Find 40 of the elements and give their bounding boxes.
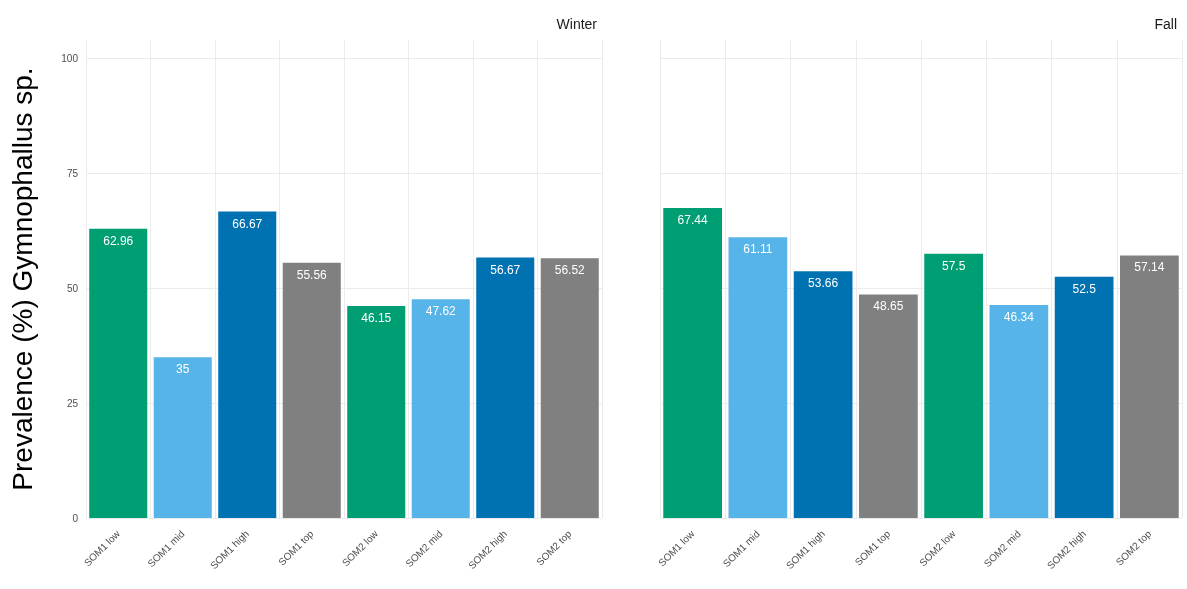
data-label: 62.96 — [103, 233, 134, 248]
bar — [347, 305, 406, 518]
y-tick-label: 50 — [66, 282, 79, 294]
data-label: 66.67 — [232, 216, 263, 231]
chart-title: Winter — [556, 16, 598, 32]
bar — [89, 228, 148, 518]
y-tick-label: 75 — [66, 167, 79, 179]
y-tick-label: 25 — [66, 397, 79, 409]
data-label: 35 — [176, 362, 190, 377]
chart-title: Fall — [1154, 16, 1177, 32]
data-label: 56.52 — [554, 263, 586, 278]
bar — [476, 257, 535, 518]
data-label: 48.65 — [873, 299, 904, 314]
data-label: 57.14 — [1134, 260, 1165, 275]
bar — [989, 305, 1049, 518]
data-label: 67.44 — [677, 213, 708, 228]
bar — [218, 211, 277, 518]
bar — [282, 262, 341, 518]
bar — [1120, 255, 1179, 518]
bar — [728, 237, 788, 518]
bar — [859, 294, 918, 518]
data-label: 57.5 — [941, 258, 966, 273]
data-label: 56.67 — [490, 262, 521, 277]
y-axis-title: Prevalence (%) Gymnophallus sp. — [6, 67, 38, 491]
data-label: 53.66 — [808, 276, 839, 291]
y-tick-label: 100 — [61, 52, 79, 64]
data-label: 52.5 — [1072, 281, 1097, 296]
data-label: 47.62 — [425, 304, 457, 319]
y-tick-label: 0 — [72, 512, 79, 524]
bar — [663, 208, 722, 518]
bar — [924, 253, 983, 518]
bar — [793, 271, 853, 518]
data-label: 46.34 — [1003, 310, 1035, 325]
data-label: 61.11 — [743, 242, 773, 257]
bar — [411, 299, 470, 518]
bar — [153, 357, 212, 518]
bar — [1054, 276, 1114, 518]
data-label: 46.15 — [361, 310, 392, 325]
bar — [540, 258, 599, 518]
data-label: 55.56 — [296, 267, 328, 282]
